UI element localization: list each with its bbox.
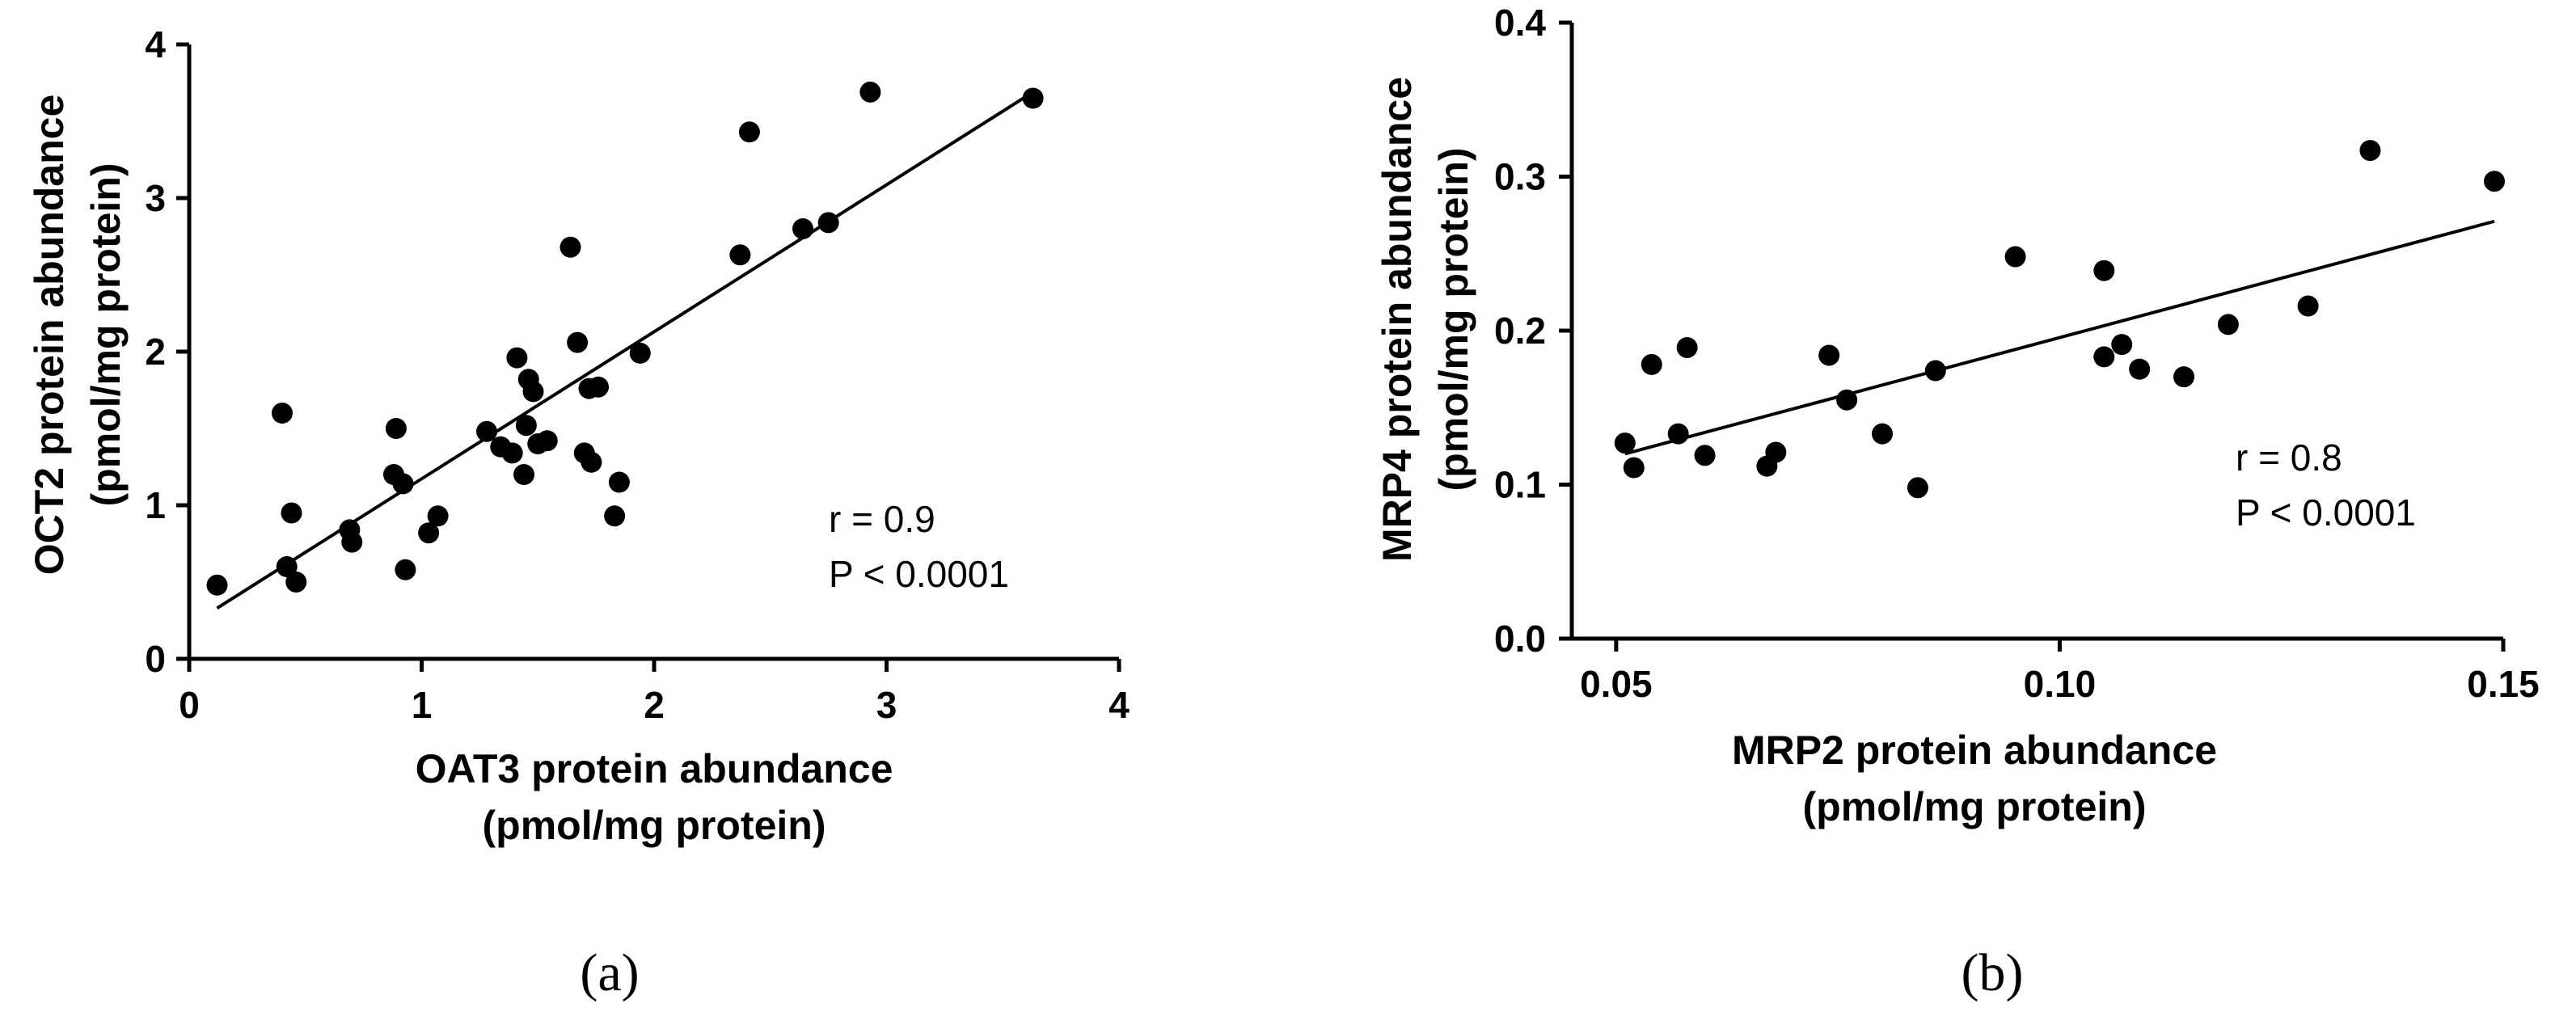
panel-a: 0 1 2 3 4 0 1 2 3 4 OAT3 protein abundance (pmol/mg…	[27, 23, 1130, 1002]
stats-annotation: P < 0.0001	[2236, 492, 2416, 534]
x-axis-title: OAT3 protein abundance	[416, 746, 893, 791]
data-point	[2173, 366, 2195, 388]
data-point	[1907, 477, 1928, 499]
data-point	[285, 572, 307, 593]
data-point	[1818, 344, 1840, 366]
y-tick-label: 0.3	[1494, 156, 1546, 198]
stats-annotation: P < 0.0001	[829, 553, 1009, 595]
x-axis-title: MRP2 protein abundance	[1732, 728, 2217, 773]
data-point	[817, 212, 839, 234]
data-point	[341, 531, 363, 553]
data-point	[738, 121, 760, 143]
data-point	[1667, 423, 1689, 445]
data-point	[1924, 360, 1946, 382]
data-point	[567, 331, 589, 353]
data-point	[608, 471, 630, 493]
y-tick-label: 0.1	[1494, 464, 1546, 506]
data-point	[729, 244, 751, 266]
data-point	[1765, 441, 1787, 463]
y-tick-label: 3	[145, 177, 166, 219]
data-point	[2004, 246, 2026, 268]
data-point	[1676, 336, 1698, 358]
data-point	[513, 464, 534, 485]
data-point	[522, 381, 544, 403]
data-point	[560, 236, 581, 258]
data-point	[501, 442, 523, 464]
data-point	[2093, 259, 2115, 281]
data-point	[272, 403, 293, 424]
x-tick-label: 0.05	[1580, 663, 1653, 705]
data-point	[1836, 389, 1858, 411]
y-tick-label: 2	[145, 331, 166, 373]
data-point	[2111, 334, 2133, 356]
data-point	[427, 505, 449, 527]
y-tick-label: 4	[145, 23, 166, 65]
x-tick-label: 0.15	[2467, 663, 2540, 705]
data-point	[792, 218, 813, 239]
x-tick-label: 0.10	[2024, 663, 2097, 705]
x-axis-title: (pmol/mg protein)	[483, 803, 826, 848]
regression-line	[1624, 219, 2495, 456]
data-point	[2297, 295, 2319, 317]
data-point	[506, 347, 528, 369]
x-tick-label: 0	[179, 684, 200, 726]
data-point	[515, 415, 537, 437]
stats-annotation: r = 0.8	[2236, 437, 2342, 479]
data-point	[2217, 314, 2239, 335]
x-tick-label: 4	[1109, 684, 1130, 726]
x-tick-label: 2	[644, 684, 665, 726]
data-point	[418, 522, 440, 544]
data-point	[281, 502, 302, 524]
panel-b: 0.05 0.10 0.15 0.0 0.1 0.2 0.3 0.4 MRP2 protein …	[1375, 2, 2540, 1002]
data-point	[392, 473, 414, 495]
y-axis-title: (pmol/mg protein)	[83, 163, 129, 507]
y-axis-title: OCT2 protein abundance	[27, 95, 72, 576]
data-point	[1623, 457, 1645, 479]
panel-label: (a)	[580, 943, 639, 1002]
data-point	[604, 505, 626, 527]
y-axis-title: (pmol/mg protein)	[1431, 148, 1476, 492]
stats-annotation: r = 0.9	[829, 498, 935, 540]
data-point	[581, 451, 602, 473]
y-tick-label: 0.2	[1494, 310, 1546, 352]
data-point	[1694, 445, 1716, 466]
y-tick-label: 1	[145, 484, 166, 526]
x-axis-title: (pmol/mg protein)	[1803, 784, 2147, 829]
y-tick-label: 0.0	[1494, 618, 1546, 660]
data-point	[206, 574, 228, 596]
data-point	[1872, 423, 1893, 445]
data-point	[395, 559, 416, 580]
data-point	[1641, 353, 1662, 375]
data-point	[276, 556, 298, 577]
panel-label: (b)	[1962, 943, 2024, 1002]
data-point	[629, 342, 651, 364]
data-point	[588, 376, 609, 398]
data-point	[2484, 171, 2506, 192]
y-axis-title: MRP4 protein abundance	[1375, 77, 1420, 562]
y-tick-label: 0	[145, 638, 166, 680]
data-point	[2129, 358, 2151, 380]
data-point	[2359, 140, 2381, 162]
data-point	[476, 420, 497, 442]
data-point	[536, 430, 558, 452]
data-point	[859, 81, 881, 103]
x-tick-label: 1	[412, 684, 433, 726]
data-point	[2093, 346, 2115, 368]
data-point	[1022, 87, 1044, 109]
x-tick-label: 3	[876, 684, 897, 726]
y-tick-label: 0.4	[1494, 2, 1546, 44]
data-point	[385, 418, 407, 439]
data-point	[1614, 432, 1636, 454]
